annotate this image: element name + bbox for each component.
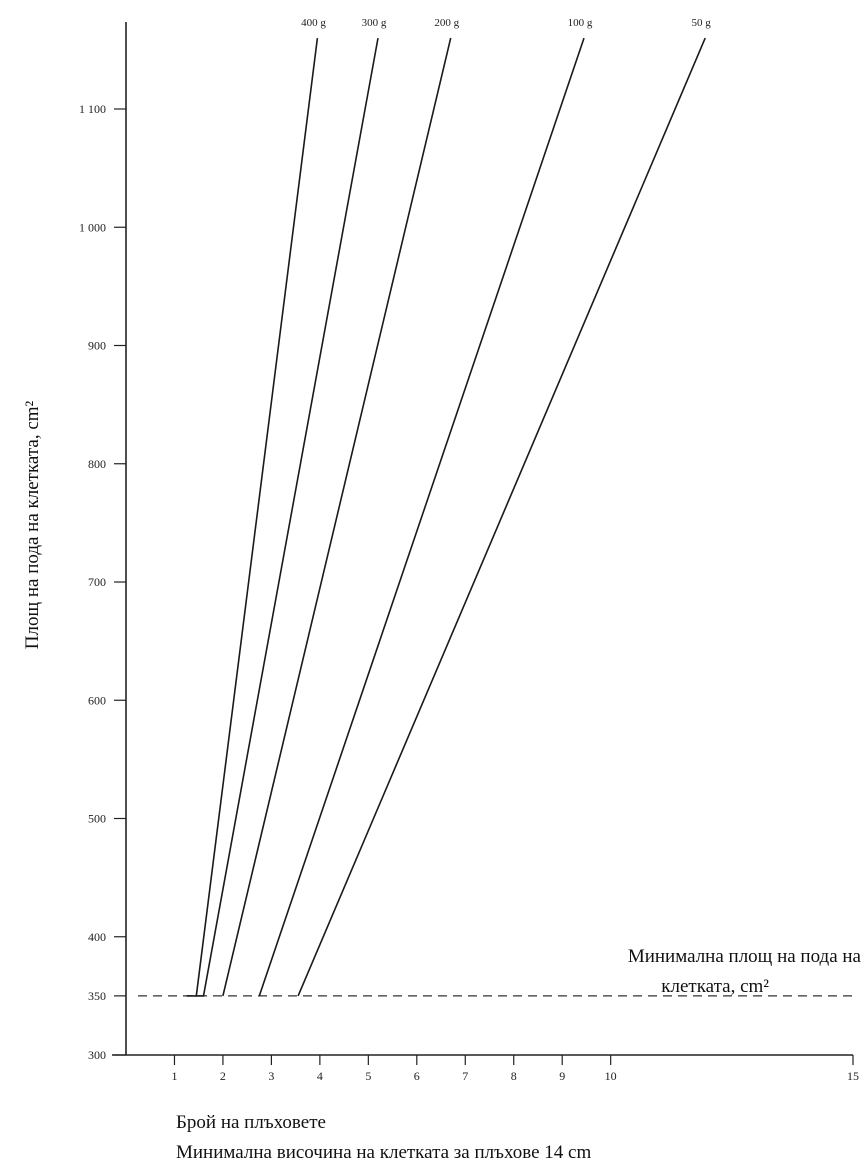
y-tick-label: 600: [88, 693, 106, 707]
y-tick-label: 700: [88, 575, 106, 589]
x-axis-sublabel: Минимална височина на клетката за плъхов…: [176, 1142, 591, 1163]
x-tick-label: 2: [220, 1069, 226, 1083]
axes: [112, 22, 853, 1056]
x-tick-label: 5: [365, 1069, 371, 1083]
x-axis-label: Брой на плъховете: [176, 1112, 326, 1133]
x-tick-label: 9: [559, 1069, 565, 1083]
x-tick-label: 4: [317, 1069, 323, 1083]
series-label-2: 200 g: [434, 17, 459, 29]
x-tick-label: 3: [268, 1069, 274, 1083]
series-line-2: [222, 37, 452, 997]
x-tick-label: 6: [414, 1069, 420, 1083]
y-ticks: 300 350 400 500 600 700 800 900 1 000 1 100: [79, 102, 126, 1062]
x-tick-label: 1: [171, 1069, 177, 1083]
y-tick-label: 800: [88, 457, 106, 471]
y-tick-label: 500: [88, 812, 106, 826]
y-tick-label: 1 100: [79, 102, 106, 116]
y-tick-label: 350: [88, 989, 106, 1003]
series-line-1: [196, 37, 379, 997]
y-axis-label: Площ на пода на клетката, cm²: [22, 400, 43, 649]
series-line-4: [297, 37, 706, 997]
y-tick-label: 1 000: [79, 220, 106, 234]
series-line-0: [186, 37, 319, 997]
y-tick-label: 400: [88, 930, 106, 944]
x-tick-label: 7: [462, 1069, 468, 1083]
x-tick-label: 10: [605, 1069, 617, 1083]
series-line-3: [258, 37, 585, 997]
series-label-4: 50 g: [692, 17, 712, 29]
series-label-1: 300 g: [362, 17, 387, 29]
x-tick-label: 8: [511, 1069, 517, 1083]
y-tick-label: 300: [88, 1048, 106, 1062]
series-label-3: 100 g: [568, 17, 593, 29]
y-tick-label: 900: [88, 339, 106, 353]
annotation-line-2: клетката, cm²: [661, 976, 769, 997]
series-label-0: 400 g: [301, 17, 326, 29]
series-group: 400 g 300 g 200 g 100 g 50 g: [186, 17, 712, 997]
x-ticks: 1 2 3 4 5 6 7 8 9 10 15: [171, 1055, 859, 1083]
x-tick-label: 15: [847, 1069, 859, 1083]
annotation-line-1: Минимална площ на пода на: [628, 946, 862, 967]
